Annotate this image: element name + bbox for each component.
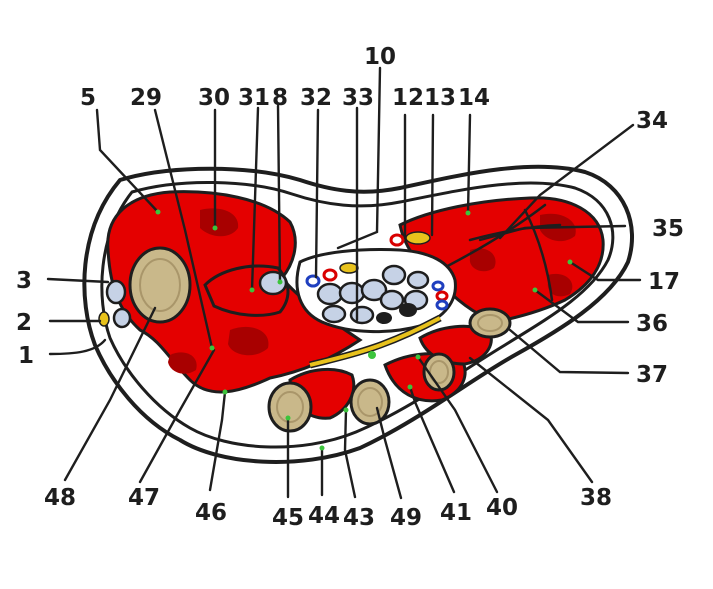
label-44: 44 <box>308 503 340 529</box>
label-35: 35 <box>652 216 684 242</box>
muscle-shadow-6 <box>469 248 496 272</box>
nerve-2 <box>405 231 431 245</box>
tendon-left-2 <box>112 307 132 329</box>
label-48: 48 <box>44 485 76 511</box>
label-49: 49 <box>390 505 422 531</box>
artery-1 <box>322 268 338 282</box>
muscle-shadow-7 <box>547 273 573 297</box>
label-32: 32 <box>300 85 332 111</box>
artery-2 <box>435 290 449 302</box>
muscle-shadow-3 <box>168 352 197 374</box>
vein-1 <box>305 274 321 288</box>
label-34: 34 <box>636 108 668 134</box>
marker-dots <box>155 209 573 451</box>
label-12: 12 <box>392 85 424 111</box>
muscle-shadow-1 <box>200 208 239 237</box>
bone-38-ring <box>477 314 503 332</box>
tendon-9 <box>406 270 430 290</box>
label-40: 40 <box>486 495 518 521</box>
bone-48-ring <box>139 258 181 312</box>
bone-45-ring <box>276 391 304 423</box>
label-38: 38 <box>580 485 612 511</box>
label-33: 33 <box>342 85 374 111</box>
nerve-lower-fill <box>309 316 441 367</box>
bone-49-ring <box>357 387 383 417</box>
label-14: 14 <box>458 85 490 111</box>
label-1: 1 <box>18 343 34 369</box>
tendon-3 <box>360 278 388 302</box>
muscle-shadow-2 <box>228 326 269 356</box>
vein-2 <box>431 280 445 292</box>
leader-lines <box>46 66 642 500</box>
label-13: 13 <box>424 85 456 111</box>
tendon-left-1 <box>105 279 127 305</box>
bone-49 <box>349 378 391 426</box>
tendon-4 <box>381 264 407 286</box>
muscle-division-3 <box>523 208 554 302</box>
tendon-1 <box>316 282 344 306</box>
bone-40-ring <box>429 360 449 384</box>
label-45: 45 <box>272 505 304 531</box>
tendon-6 <box>349 305 375 325</box>
label-41: 41 <box>440 500 472 526</box>
label-3: 3 <box>16 268 32 294</box>
label-30: 30 <box>198 85 230 111</box>
bone-40 <box>422 352 456 392</box>
tendon-2 <box>338 281 366 305</box>
label-46: 46 <box>195 500 227 526</box>
bone-45 <box>267 381 313 433</box>
label-37: 37 <box>636 362 668 388</box>
vein-3 <box>435 299 449 311</box>
label-29: 29 <box>130 85 162 111</box>
label-2: 2 <box>16 310 32 336</box>
dark-structure-2 <box>376 312 392 324</box>
label-43: 43 <box>343 505 375 531</box>
label-36: 36 <box>636 311 668 337</box>
label-8: 8 <box>272 85 288 111</box>
label-5: 5 <box>80 85 96 111</box>
label-10: 10 <box>364 44 396 70</box>
artery-3 <box>389 233 405 247</box>
label-17: 17 <box>648 269 680 295</box>
skin-outline <box>82 164 634 464</box>
label-31: 31 <box>238 85 270 111</box>
dark-structure-1 <box>399 303 417 317</box>
label-47: 47 <box>128 485 160 511</box>
tendon-7 <box>379 289 405 311</box>
tendon-5 <box>321 304 347 324</box>
fascia-outline <box>100 180 615 449</box>
nerve-1 <box>339 262 359 274</box>
bone-38 <box>468 307 512 339</box>
small-nerve-left <box>98 311 110 327</box>
